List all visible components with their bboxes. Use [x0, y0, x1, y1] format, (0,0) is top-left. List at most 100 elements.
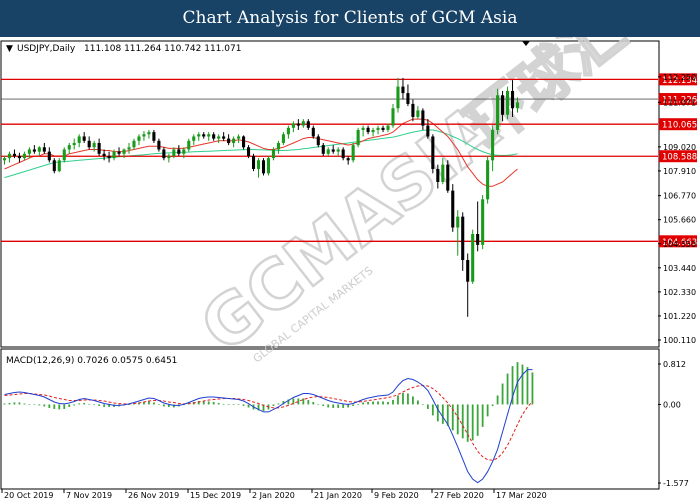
candle-body: [276, 142, 280, 150]
moving-average-green: [4, 129, 518, 179]
candle-body: [242, 136, 246, 148]
candle-body: [501, 95, 505, 115]
page-title: Chart Analysis for Clients of GCM Asia: [0, 0, 700, 37]
candle-body: [142, 134, 146, 137]
candle-body: [117, 151, 121, 154]
candle-body: [22, 153, 26, 159]
candle-body: [311, 127, 315, 137]
candle-body: [401, 86, 405, 94]
y-tick-label: 100.110: [663, 336, 696, 345]
candle-body: [207, 134, 211, 137]
candle-body: [306, 121, 310, 128]
candle-body: [456, 216, 460, 228]
candle-body: [326, 149, 330, 154]
x-tick-label: 7 Nov 2019: [66, 491, 112, 500]
macd-histogram-bar: [282, 400, 285, 405]
y-tick-label: 101.220: [663, 312, 696, 321]
x-tick-label: 15 Dec 2019: [190, 491, 241, 500]
candle-body: [421, 110, 425, 126]
candle-body: [336, 149, 340, 152]
level-tag: [659, 235, 697, 248]
macd-histogram-bar: [8, 402, 11, 405]
expand-triangle-icon[interactable]: ▼: [6, 44, 13, 54]
macd-label: MACD(12,26,9) 0.7026 0.0575 0.6451: [6, 356, 177, 366]
candle-body: [32, 149, 36, 152]
candle-body: [157, 140, 161, 150]
level-tag: [659, 150, 697, 163]
macd-histogram-bar: [471, 404, 474, 441]
y-tick-label: 111.071: [663, 98, 696, 107]
candle-body: [396, 86, 400, 109]
candle-body: [461, 216, 465, 261]
candle-body: [356, 129, 360, 146]
macd-histogram-bar: [13, 402, 16, 405]
macd-histogram-bar: [496, 395, 499, 405]
macd-histogram-bar: [128, 404, 130, 406]
candle-body: [72, 142, 76, 146]
macd-histogram-bar: [3, 403, 6, 405]
macd-y-tick-label: 0.812: [663, 360, 686, 369]
candle-body: [466, 260, 470, 282]
candle-body: [436, 168, 440, 182]
candle-body: [57, 160, 61, 172]
candle-body: [316, 136, 320, 146]
macd-histogram-bar: [362, 402, 365, 405]
macd-histogram-bar: [78, 403, 81, 405]
macd-histogram-bar: [162, 404, 165, 407]
macd-signal-line: [4, 384, 533, 461]
candle-body: [291, 123, 295, 128]
macd-histogram-bar: [237, 404, 240, 406]
candle-body: [266, 158, 271, 174]
macd-histogram-bar: [521, 364, 524, 405]
macd-histogram-bar: [426, 404, 429, 409]
macd-histogram-bar: [68, 404, 71, 407]
macd-histogram-bar: [526, 367, 529, 405]
candle-body: [476, 234, 480, 245]
candle-body: [446, 164, 450, 191]
x-tick-label: 17 Mar 2020: [496, 491, 547, 500]
macd-histogram-bar: [63, 404, 66, 409]
macd-histogram-bar: [392, 399, 394, 405]
candle-body: [112, 151, 116, 159]
candle-body: [416, 110, 420, 117]
candle-body: [102, 153, 106, 156]
candle-body: [122, 149, 126, 154]
macd-histogram-bar: [73, 404, 76, 406]
macd-histogram-bar: [33, 404, 36, 406]
candle-body: [346, 158, 350, 161]
candle-body: [381, 127, 385, 130]
macd-histogram-bar: [247, 404, 250, 408]
macd-histogram-bar: [297, 398, 300, 405]
y-tick-label: 109.020: [663, 143, 696, 152]
candle-body: [451, 190, 455, 228]
candle-body: [331, 149, 335, 152]
y-tick-label: 106.770: [663, 192, 696, 201]
candle-body: [371, 129, 375, 133]
candle-body: [496, 95, 500, 130]
candle-body: [82, 136, 86, 141]
macd-histogram-bar: [232, 404, 235, 406]
macd-histogram-bar: [367, 401, 369, 405]
level-label: 112.134: [662, 76, 697, 86]
macd-histogram-bar: [357, 403, 360, 405]
candle-body: [152, 132, 156, 141]
macd-histogram-bar: [342, 404, 345, 408]
ohlc-label: 111.108 111.264 110.742 111.071: [84, 44, 241, 54]
level-label: 110.065: [662, 121, 697, 131]
macd-histogram-bar: [501, 383, 504, 405]
x-tick-label: 20 Oct 2019: [4, 491, 53, 500]
current-price-label: 111.226: [662, 96, 697, 106]
candle-body: [296, 123, 300, 126]
macd-histogram-bar: [481, 404, 484, 427]
macd-histogram-bar: [486, 404, 489, 417]
macd-histogram-bar: [511, 366, 514, 405]
candle-body: [426, 125, 430, 137]
candle-body: [441, 164, 445, 182]
macd-histogram-bar: [172, 404, 175, 408]
macd-histogram-bar: [302, 398, 305, 405]
macd-histogram-bar: [531, 372, 534, 405]
candle-body: [167, 155, 171, 159]
macd-histogram-bar: [53, 404, 56, 409]
macd-histogram-bar: [476, 404, 479, 436]
